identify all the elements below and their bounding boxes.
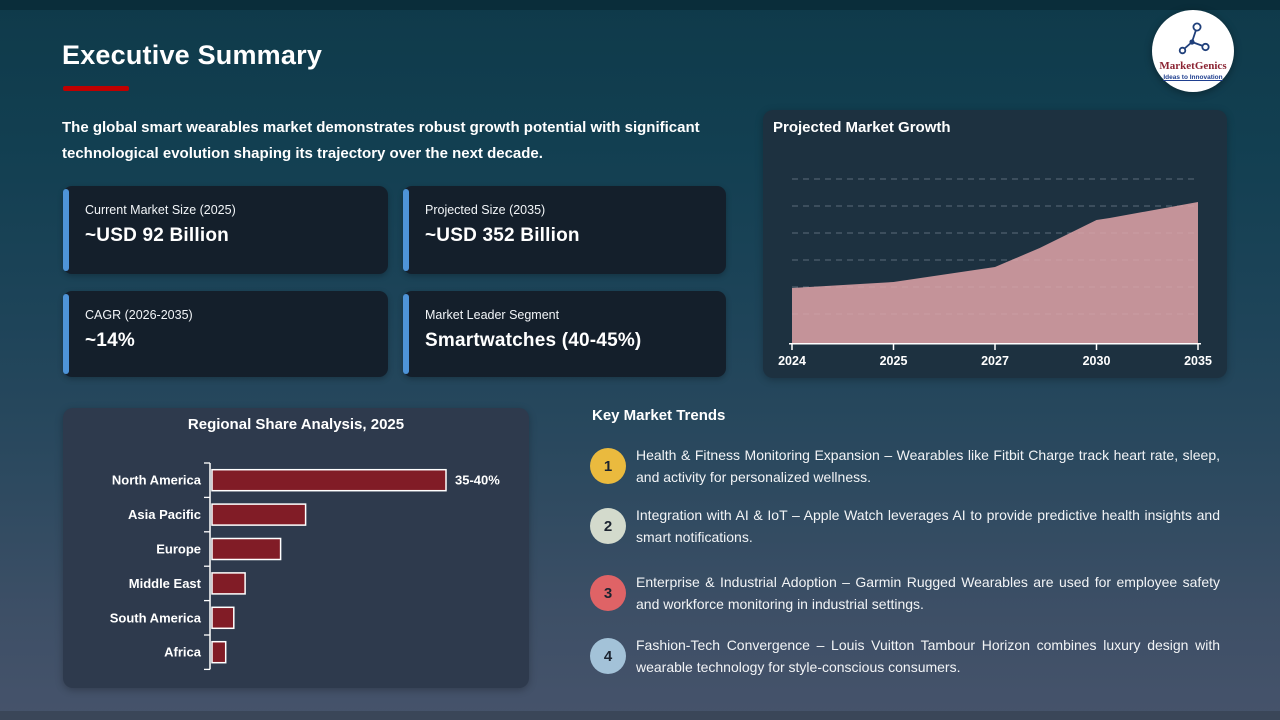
trend-number-badge: 1 <box>590 448 626 484</box>
stat-card-value: ~14% <box>85 330 135 351</box>
trend-item-fashion-tech: 4 Fashion-Tech Convergence – Louis Vuitt… <box>590 634 1220 678</box>
intro-paragraph: The global smart wearables market demons… <box>62 119 700 162</box>
projected-growth-chart: 2024 2025 2027 2030 2035 <box>778 178 1212 368</box>
marketgenics-logo: MarketGenics Ideas to Innovation <box>1152 10 1234 92</box>
projected-growth-panel: Projected Market Growth 2024 2025 2027 2030… <box>763 110 1227 378</box>
svg-text:2024: 2024 <box>778 354 806 368</box>
trend-text: Integration with AI & IoT – Apple Watch … <box>636 507 1220 545</box>
svg-text:North America: North America <box>112 473 202 488</box>
trend-number-badge: 3 <box>590 575 626 611</box>
stat-card-current-size: Current Market Size (2025) ~USD 92 Billi… <box>63 186 388 274</box>
trend-number-badge: 2 <box>590 508 626 544</box>
stat-card-label: Current Market Size (2025) <box>85 203 236 217</box>
growth-chart-title: Projected Market Growth <box>773 119 951 136</box>
stat-card-label: Market Leader Segment <box>425 308 560 322</box>
trend-text: Fashion-Tech Convergence – Louis Vuitton… <box>636 637 1220 675</box>
svg-text:2025: 2025 <box>880 354 908 368</box>
regional-share-chart: North America 35-40% Asia Pacific Europe Mid… <box>110 462 500 671</box>
trends-heading: Key Market Trends <box>592 407 726 424</box>
trend-item-ai-iot: 2 Integration with AI & IoT – Apple Watc… <box>590 504 1220 548</box>
logo-tagline: Ideas to Innovation <box>1163 74 1223 81</box>
svg-text:35-40%: 35-40% <box>455 473 500 488</box>
molecule-icon <box>1178 22 1210 55</box>
stat-card-cagr: CAGR (2026-2035) ~14% <box>63 291 388 377</box>
stat-card-value: ~USD 352 Billion <box>425 225 580 246</box>
slide-bottom-border <box>0 711 1280 720</box>
regional-chart-title: Regional Share Analysis, 2025 <box>187 416 405 433</box>
svg-text:Europe: Europe <box>156 542 201 557</box>
page-title: Executive Summary <box>62 40 323 70</box>
stat-card-leader-segment: Market Leader Segment Smartwatches (40-4… <box>403 291 726 377</box>
svg-text:Middle East: Middle East <box>129 576 202 591</box>
svg-text:2027: 2027 <box>981 354 1009 368</box>
trend-item-health-fitness: 1 Health & Fitness Monitoring Expansion … <box>590 444 1220 488</box>
trend-number-badge: 4 <box>590 638 626 674</box>
svg-text:2035: 2035 <box>1184 354 1212 368</box>
slide-top-border <box>0 0 1280 10</box>
svg-text:Africa: Africa <box>164 645 202 660</box>
svg-text:South America: South America <box>110 610 202 625</box>
stat-cards-grid: Current Market Size (2025) ~USD 92 Billi… <box>63 186 726 377</box>
svg-text:2030: 2030 <box>1083 354 1111 368</box>
trend-item-enterprise: 3 Enterprise & Industrial Adoption – Gar… <box>590 571 1220 615</box>
logo-name: MarketGenics <box>1159 60 1227 72</box>
stat-card-label: CAGR (2026-2035) <box>85 308 193 322</box>
stat-card-value: Smartwatches (40-45%) <box>425 330 642 351</box>
regional-share-panel: Regional Share Analysis, 2025 North Amer… <box>63 408 529 688</box>
trend-text: Enterprise & Industrial Adoption – Garmi… <box>636 574 1220 612</box>
title-accent-bar <box>63 86 129 91</box>
stat-card-projected-size: Projected Size (2035) ~USD 352 Billion <box>403 186 726 274</box>
svg-text:Asia Pacific: Asia Pacific <box>128 507 201 522</box>
stat-card-label: Projected Size (2035) <box>425 203 546 217</box>
stat-card-value: ~USD 92 Billion <box>85 225 229 246</box>
trend-text: Health & Fitness Monitoring Expansion – … <box>636 447 1220 485</box>
